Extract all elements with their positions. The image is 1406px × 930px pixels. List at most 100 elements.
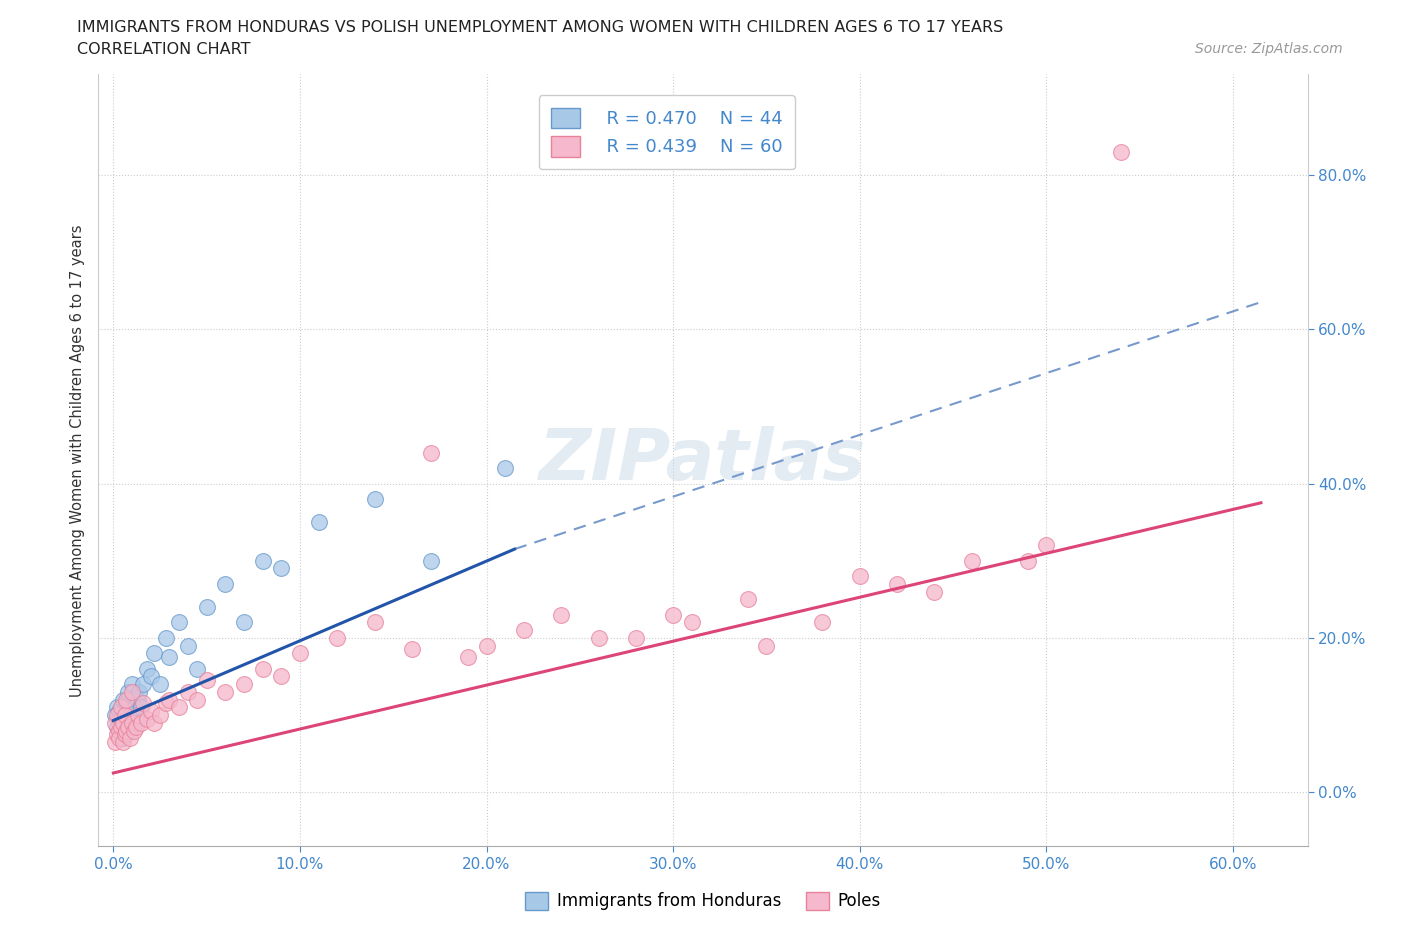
Point — [122, 700, 145, 715]
Point — [149, 708, 172, 723]
Point — [136, 661, 159, 676]
Point — [326, 631, 349, 645]
Text: Source: ZipAtlas.com: Source: ZipAtlas.com — [1195, 42, 1343, 56]
Point — [120, 711, 142, 726]
Point — [195, 600, 218, 615]
Text: CORRELATION CHART: CORRELATION CHART — [77, 42, 250, 57]
Point — [108, 731, 131, 746]
Point — [108, 704, 131, 719]
Point — [886, 577, 908, 591]
Point — [624, 631, 647, 645]
Point — [233, 615, 256, 630]
Point — [167, 615, 190, 630]
Point — [811, 615, 834, 630]
Point — [125, 719, 148, 734]
Point — [108, 715, 131, 730]
Point — [960, 553, 983, 568]
Point — [494, 460, 516, 475]
Legend: Immigrants from Honduras, Poles: Immigrants from Honduras, Poles — [519, 885, 887, 917]
Point — [110, 719, 132, 734]
Point — [419, 445, 441, 460]
Point — [105, 727, 128, 742]
Text: IMMIGRANTS FROM HONDURAS VS POLISH UNEMPLOYMENT AMONG WOMEN WITH CHILDREN AGES 6: IMMIGRANTS FROM HONDURAS VS POLISH UNEMP… — [77, 20, 1004, 35]
Point — [681, 615, 703, 630]
Point — [755, 638, 778, 653]
Point — [149, 677, 172, 692]
Point — [308, 514, 330, 529]
Point — [105, 719, 128, 734]
Point — [117, 684, 139, 699]
Point — [550, 607, 572, 622]
Point — [127, 708, 149, 723]
Point — [157, 650, 180, 665]
Point — [136, 711, 159, 726]
Point — [155, 631, 177, 645]
Point — [114, 727, 136, 742]
Point — [111, 731, 134, 746]
Point — [419, 553, 441, 568]
Point — [475, 638, 498, 653]
Point — [104, 708, 127, 723]
Point — [924, 584, 946, 599]
Point — [131, 700, 153, 715]
Point — [139, 669, 162, 684]
Point — [186, 692, 208, 707]
Point — [195, 673, 218, 688]
Point — [363, 491, 385, 506]
Point — [143, 715, 166, 730]
Point — [121, 684, 143, 699]
Point — [127, 692, 149, 707]
Point — [121, 715, 143, 730]
Point — [110, 700, 132, 715]
Point — [270, 561, 292, 576]
Point — [114, 708, 136, 723]
Point — [128, 684, 150, 699]
Point — [1035, 538, 1057, 552]
Point — [121, 677, 143, 692]
Point — [157, 692, 180, 707]
Point — [120, 731, 142, 746]
Point — [115, 719, 138, 734]
Point — [115, 692, 138, 707]
Point — [131, 715, 153, 730]
Point — [233, 677, 256, 692]
Point — [114, 708, 136, 723]
Point — [105, 700, 128, 715]
Point — [110, 724, 132, 738]
Point — [270, 669, 292, 684]
Point — [125, 715, 148, 730]
Point — [104, 715, 127, 730]
Point — [117, 715, 139, 730]
Point — [120, 724, 142, 738]
Point — [132, 677, 155, 692]
Point — [115, 724, 138, 738]
Point — [177, 684, 200, 699]
Point — [155, 696, 177, 711]
Point — [662, 607, 685, 622]
Point — [105, 708, 128, 723]
Point — [737, 591, 759, 606]
Point — [848, 568, 870, 584]
Point — [457, 650, 479, 665]
Point — [111, 692, 134, 707]
Point — [167, 700, 190, 715]
Point — [117, 719, 139, 734]
Point — [214, 577, 236, 591]
Point — [122, 724, 145, 738]
Point — [401, 642, 423, 657]
Point — [132, 696, 155, 711]
Point — [363, 615, 385, 630]
Point — [121, 708, 143, 723]
Point — [588, 631, 610, 645]
Point — [186, 661, 208, 676]
Text: ZIPatlas: ZIPatlas — [540, 426, 866, 495]
Point — [114, 727, 136, 742]
Point — [288, 645, 311, 660]
Point — [1017, 553, 1039, 568]
Point — [110, 711, 132, 726]
Point — [139, 704, 162, 719]
Point — [1109, 144, 1132, 159]
Point — [104, 735, 127, 750]
Point — [143, 645, 166, 660]
Legend:   R = 0.470    N = 44,   R = 0.439    N = 60: R = 0.470 N = 44, R = 0.439 N = 60 — [538, 95, 794, 169]
